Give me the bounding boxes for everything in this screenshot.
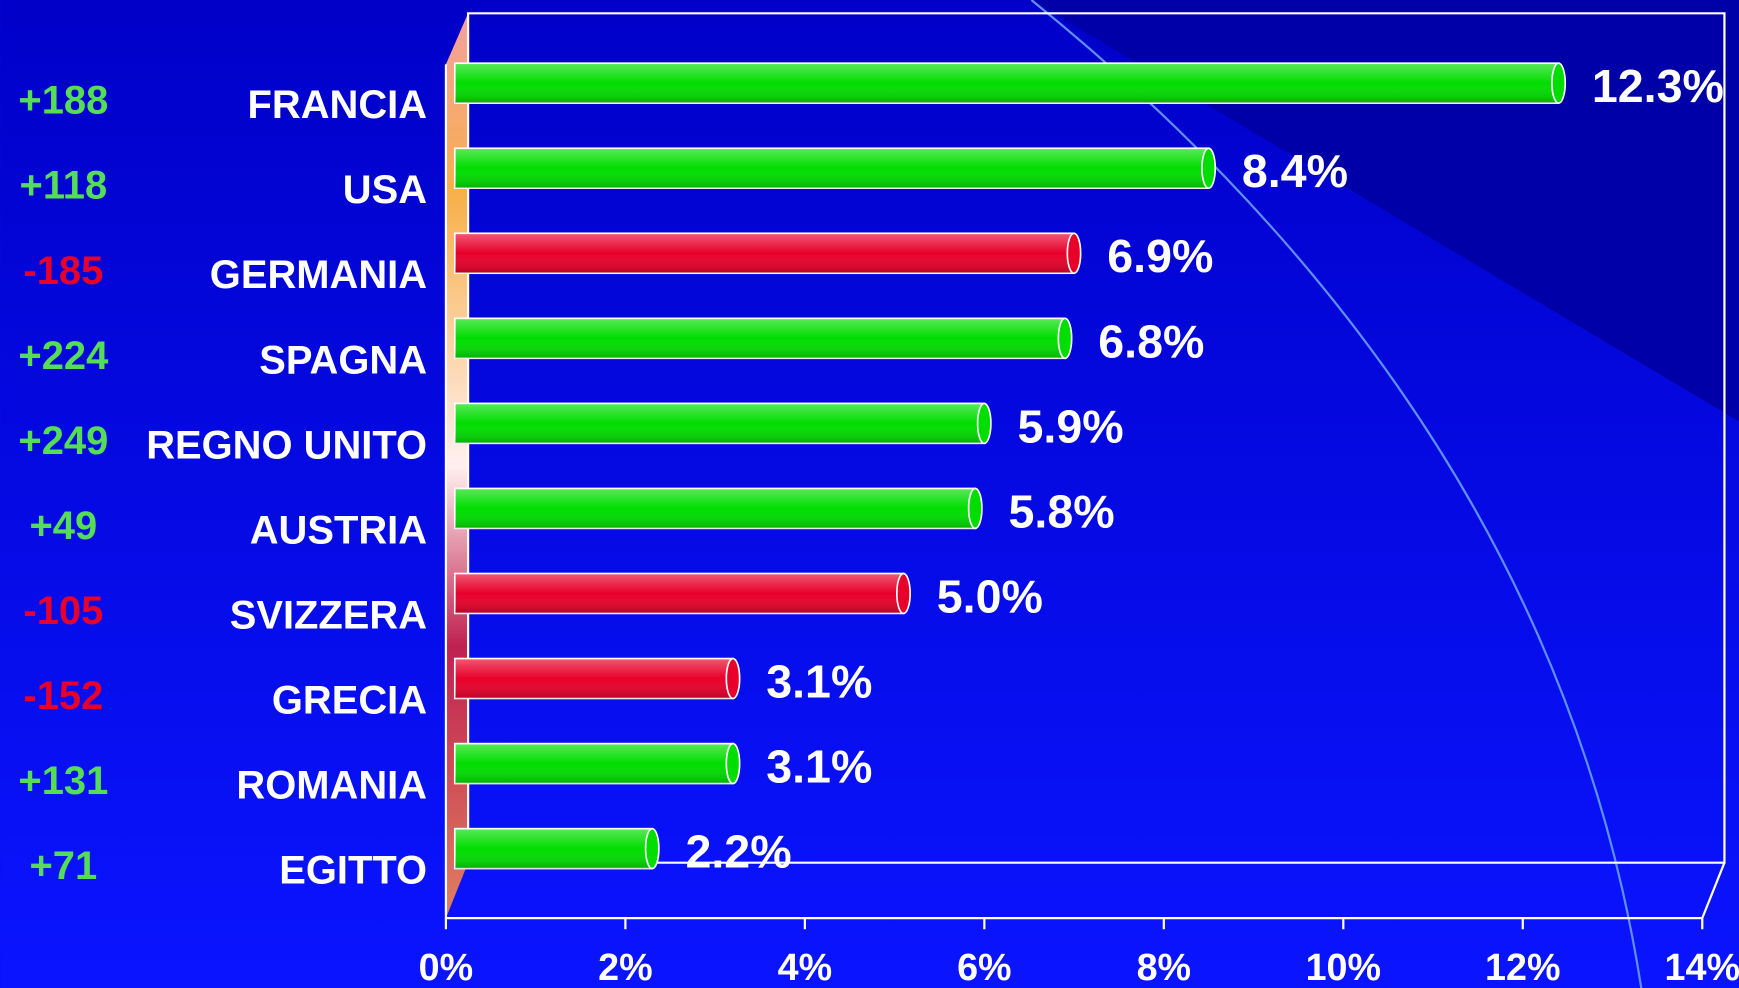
bar-cap xyxy=(967,487,983,530)
category-label: EGITTO xyxy=(279,849,427,893)
category-label: GERMANIA xyxy=(210,253,427,297)
bar-cap xyxy=(1057,317,1073,360)
category-label: SVIZZERA xyxy=(230,593,427,637)
bar-shine xyxy=(454,318,1066,359)
change-label: +224 xyxy=(18,334,108,378)
value-label: 6.9% xyxy=(1107,230,1213,282)
value-label: 3.1% xyxy=(766,655,872,707)
bar-cap xyxy=(725,742,741,785)
change-label: -185 xyxy=(23,249,103,293)
bar-cap xyxy=(895,572,911,615)
bar-cap xyxy=(725,657,741,700)
category-label: REGNO UNITO xyxy=(146,423,427,467)
change-label: +131 xyxy=(18,759,108,803)
decor-curve xyxy=(1030,0,1643,988)
bar-shine xyxy=(454,573,904,614)
change-label: +188 xyxy=(18,79,108,123)
x-tick-label: 10% xyxy=(1306,946,1381,988)
bar-shine xyxy=(454,658,733,699)
bar-shine xyxy=(454,233,1074,274)
category-label: ROMANIA xyxy=(236,764,427,808)
value-label: 6.8% xyxy=(1098,315,1204,367)
category-label: SPAGNA xyxy=(259,338,427,382)
change-label: +71 xyxy=(30,844,98,888)
x-tick-label: 4% xyxy=(778,946,832,988)
bar-cap xyxy=(976,402,992,445)
value-label: 5.9% xyxy=(1018,400,1124,452)
category-label: FRANCIA xyxy=(247,83,427,127)
bar-shine xyxy=(454,63,1559,104)
category-label: AUSTRIA xyxy=(250,508,427,552)
x-tick-label: 8% xyxy=(1137,946,1191,988)
bar-shine xyxy=(454,148,1209,189)
change-label: -105 xyxy=(23,589,103,633)
x-tick-label: 2% xyxy=(598,946,652,988)
bar-shine xyxy=(454,743,733,784)
x-tick-label: 0% xyxy=(419,946,473,988)
x-tick-label: 12% xyxy=(1485,946,1560,988)
floor-edge xyxy=(1701,862,1726,919)
change-label: +49 xyxy=(30,504,98,548)
bar-cap xyxy=(644,827,660,870)
category-label: GRECIA xyxy=(272,678,427,722)
background-shape xyxy=(1031,0,1739,422)
value-label: 3.1% xyxy=(766,741,872,793)
change-label: -152 xyxy=(23,674,103,718)
value-label: 8.4% xyxy=(1242,145,1348,197)
bar-cap xyxy=(1201,147,1217,190)
value-label: 12.3% xyxy=(1592,60,1724,112)
value-label: 5.8% xyxy=(1009,485,1115,537)
plot-frame xyxy=(466,12,1726,864)
x-tick-label: 14% xyxy=(1665,946,1739,988)
value-label: 5.0% xyxy=(937,570,1043,622)
change-label: +249 xyxy=(18,419,108,463)
value-label: 2.2% xyxy=(685,826,791,878)
bar-cap xyxy=(1551,62,1567,104)
bar-shine xyxy=(454,488,976,529)
x-tick-label: 6% xyxy=(957,946,1011,988)
bar-cap xyxy=(1066,232,1082,275)
bar-shine xyxy=(454,828,653,869)
bar-shine xyxy=(454,403,985,444)
change-label: +118 xyxy=(20,164,108,208)
category-label: USA xyxy=(343,168,427,212)
